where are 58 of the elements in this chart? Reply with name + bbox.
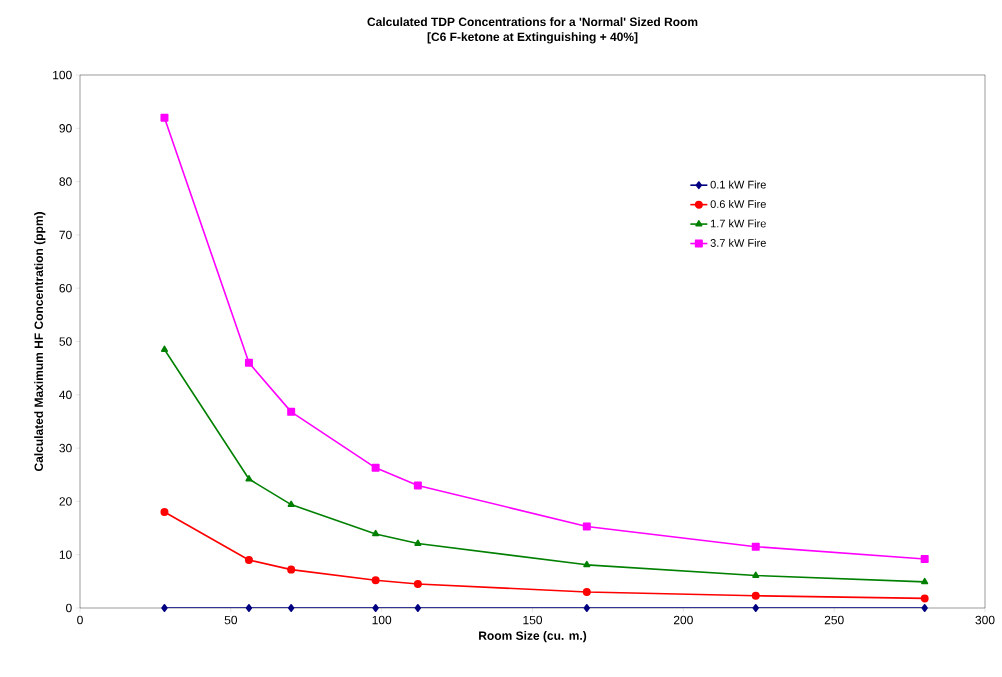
point <box>583 560 591 568</box>
x-axis-title: Room Size (cu. m.) <box>479 631 587 643</box>
point <box>372 604 379 612</box>
point <box>245 475 253 482</box>
x-tick-label: 50 <box>224 615 238 625</box>
point <box>921 577 929 585</box>
point <box>582 588 591 597</box>
legend-label: 0.6 kW Fire <box>710 199 766 208</box>
point <box>160 345 169 352</box>
point <box>414 604 422 612</box>
point <box>244 358 253 367</box>
y-tick-label: 100 <box>53 70 72 80</box>
y-tick-label: 50 <box>59 337 72 346</box>
point <box>160 113 169 122</box>
point <box>920 594 929 603</box>
x-tick-label: 250 <box>824 615 844 625</box>
point <box>245 604 253 612</box>
point <box>414 539 422 546</box>
chart-subtitle: [C6 F-ketone at Extinguishing + 40%] <box>427 32 638 44</box>
y-tick-label: 70 <box>59 230 72 240</box>
x-tick-label: 150 <box>523 615 543 625</box>
point <box>371 576 380 585</box>
legend-label: 3.7 kW Fire <box>710 238 766 247</box>
point <box>287 407 296 416</box>
x-tick-label: 0 <box>77 615 83 625</box>
x-tick-label: 300 <box>975 615 995 625</box>
y-tick-label: 20 <box>59 497 72 506</box>
y-tick-label: 40 <box>59 390 72 400</box>
point <box>287 604 295 612</box>
legend-label: 1.7 kW Fire <box>710 219 766 228</box>
point <box>752 571 760 578</box>
legend-label: 0.1 kW Fire <box>710 180 766 189</box>
point <box>160 508 169 517</box>
y-tick-label: 10 <box>59 550 72 559</box>
point <box>244 556 253 565</box>
point <box>287 500 295 507</box>
point <box>413 481 422 490</box>
point <box>371 463 380 472</box>
point <box>751 591 760 600</box>
y-tick-label: 90 <box>59 124 72 133</box>
y-tick-label: 80 <box>59 177 72 186</box>
x-tick-label: 200 <box>673 615 693 625</box>
point <box>372 529 380 537</box>
y-tick-label: 30 <box>59 443 72 453</box>
point <box>920 554 929 563</box>
point <box>287 565 296 574</box>
point <box>582 522 591 531</box>
point <box>921 604 928 612</box>
point <box>161 604 168 612</box>
y-tick-label: 0 <box>66 603 72 613</box>
point <box>413 580 422 589</box>
chart-title: Calculated TDP Concentrations for a 'Normal' Sized Room <box>367 17 698 27</box>
point <box>583 604 590 612</box>
point <box>751 542 760 551</box>
y-axis-title: Calculated Maximum HF Concentration (ppm) <box>34 212 46 472</box>
x-tick-label: 100 <box>372 615 392 625</box>
point <box>752 604 759 612</box>
y-tick-label: 60 <box>59 283 72 293</box>
